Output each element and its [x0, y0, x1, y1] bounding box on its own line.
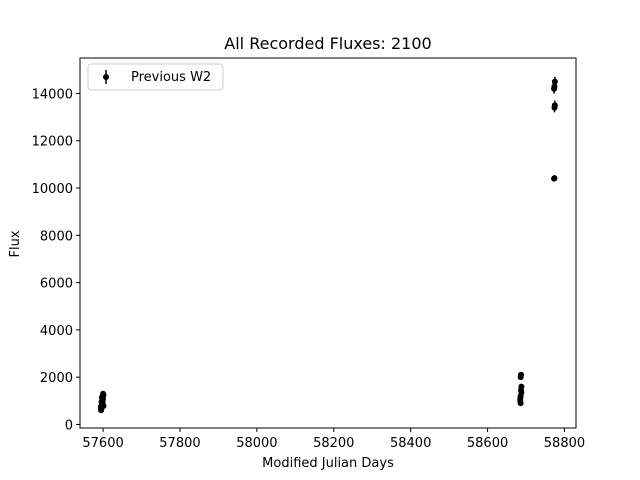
data-point: [551, 175, 558, 182]
data-point: [517, 395, 524, 402]
x-tick-label: 57600: [82, 436, 123, 451]
x-tick-label: 58800: [544, 436, 585, 451]
y-tick-label: 2000: [40, 371, 73, 386]
legend-label: Previous W2: [131, 70, 211, 85]
y-tick-label: 4000: [40, 324, 73, 339]
x-tick-label: 58600: [467, 436, 508, 451]
y-axis-title: Flux: [8, 230, 23, 257]
x-tick-label: 58400: [390, 436, 431, 451]
data-point: [518, 389, 525, 396]
chart-title: All Recorded Fluxes: 2100: [224, 34, 431, 53]
y-tick-label: 14000: [32, 87, 73, 102]
legend: Previous W2: [87, 63, 224, 91]
axes-frame: [79, 57, 577, 429]
y-tick-label: 12000: [32, 135, 73, 150]
x-tick-label: 57800: [159, 436, 200, 451]
y-tick-label: 6000: [40, 277, 73, 292]
data-point: [517, 400, 524, 407]
data-point: [551, 102, 558, 109]
x-tick-label: 58000: [236, 436, 277, 451]
data-point: [100, 403, 107, 410]
legend-frame: [87, 63, 224, 91]
x-axis-title: Modified Julian Days: [262, 456, 394, 471]
data-point: [518, 383, 525, 390]
plot-area: 57600 57800 58000 58200 58400 58600 58800 0 2000…: [32, 57, 585, 451]
y-tick-label: 8000: [40, 229, 73, 244]
data-point: [518, 371, 525, 378]
legend-marker-glyph: [103, 74, 109, 80]
data-point: [98, 394, 105, 401]
data-point: [551, 78, 558, 85]
x-tick-label: 58200: [313, 436, 354, 451]
y-tick-label: 10000: [32, 182, 73, 197]
y-tick-label: 0: [65, 418, 73, 433]
